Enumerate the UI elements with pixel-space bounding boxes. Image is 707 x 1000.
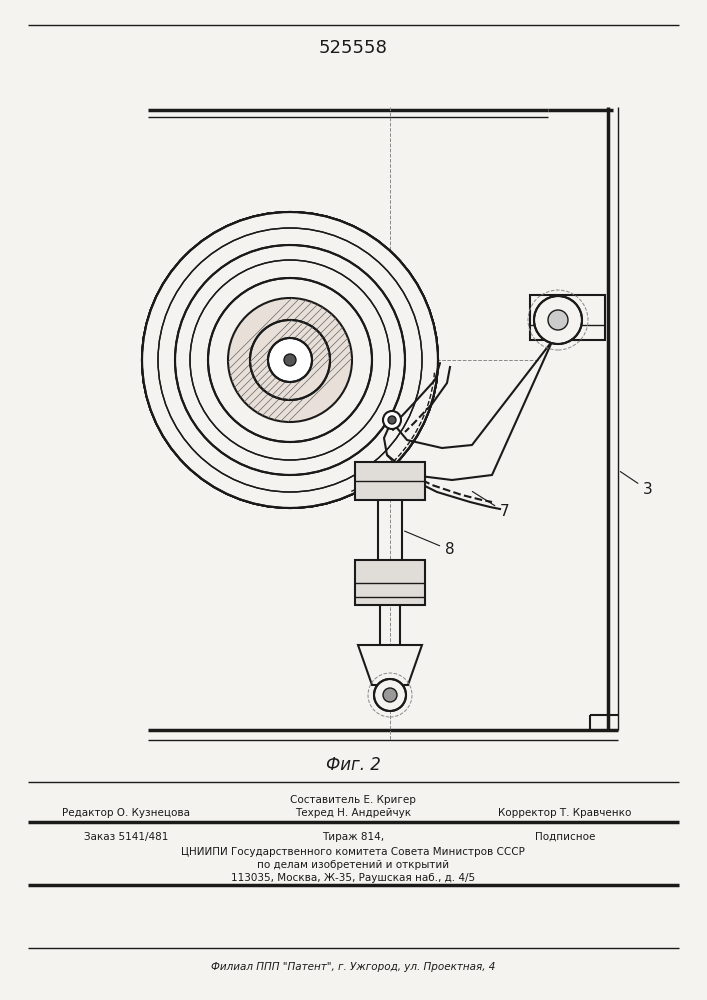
Circle shape — [142, 212, 438, 508]
Text: 113035, Москва, Ж-35, Раушская наб., д. 4/5: 113035, Москва, Ж-35, Раушская наб., д. … — [231, 873, 475, 883]
Text: ЦНИИПИ Государственного комитета Совета Министров СССР: ЦНИИПИ Государственного комитета Совета … — [181, 847, 525, 857]
Text: Составитель Е. Кригер: Составитель Е. Кригер — [290, 795, 416, 805]
Circle shape — [250, 320, 330, 400]
Text: Тираж 814,: Тираж 814, — [322, 832, 384, 842]
Bar — [355, 560, 425, 605]
Circle shape — [270, 340, 310, 380]
Polygon shape — [358, 645, 422, 685]
Bar — [355, 462, 425, 500]
Circle shape — [388, 416, 396, 424]
Text: Редактор О. Кузнецова: Редактор О. Кузнецова — [62, 808, 190, 818]
Text: 3: 3 — [620, 472, 653, 497]
Bar — [530, 295, 605, 340]
Text: Корректор Т. Кравченко: Корректор Т. Кравченко — [498, 808, 631, 818]
Circle shape — [250, 320, 330, 400]
Circle shape — [190, 260, 390, 460]
Circle shape — [383, 411, 401, 429]
Circle shape — [190, 260, 390, 460]
Text: Филиал ППП "Патент", г. Ужгород, ул. Проектная, 4: Филиал ППП "Патент", г. Ужгород, ул. Про… — [211, 962, 495, 972]
Text: 525558: 525558 — [319, 39, 387, 57]
Circle shape — [284, 354, 296, 366]
Circle shape — [175, 245, 405, 475]
Text: 8: 8 — [404, 531, 455, 558]
Circle shape — [534, 296, 582, 344]
Circle shape — [285, 355, 295, 365]
Text: 7: 7 — [472, 491, 510, 520]
Circle shape — [228, 298, 352, 422]
Text: Фиг. 2: Фиг. 2 — [325, 756, 380, 774]
Circle shape — [175, 245, 405, 475]
Text: Техред Н. Андрейчук: Техред Н. Андрейчук — [295, 808, 411, 818]
Circle shape — [548, 310, 568, 330]
Circle shape — [374, 679, 406, 711]
Circle shape — [268, 338, 312, 382]
Text: Подписное: Подписное — [534, 832, 595, 842]
Circle shape — [383, 688, 397, 702]
Circle shape — [158, 228, 422, 492]
Circle shape — [142, 212, 438, 508]
Circle shape — [228, 298, 352, 422]
Text: по делам изобретений и открытий: по делам изобретений и открытий — [257, 860, 449, 870]
Circle shape — [158, 228, 422, 492]
Text: 6: 6 — [370, 242, 419, 338]
Circle shape — [228, 298, 352, 422]
Circle shape — [208, 278, 372, 442]
Circle shape — [208, 278, 372, 442]
Text: Заказ 5141/481: Заказ 5141/481 — [84, 832, 168, 842]
